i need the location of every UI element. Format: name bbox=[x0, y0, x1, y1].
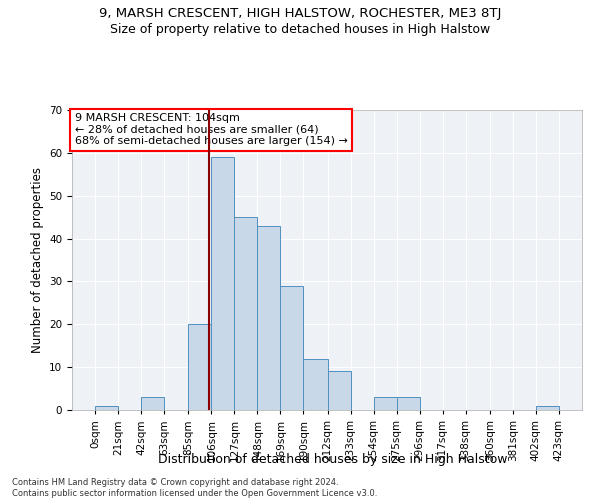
Bar bbox=[188, 324, 211, 410]
Text: Contains HM Land Registry data © Crown copyright and database right 2024.
Contai: Contains HM Land Registry data © Crown c… bbox=[12, 478, 377, 498]
Y-axis label: Number of detached properties: Number of detached properties bbox=[31, 167, 44, 353]
Bar bbox=[280, 286, 304, 410]
Bar bbox=[304, 358, 328, 410]
Text: 9, MARSH CRESCENT, HIGH HALSTOW, ROCHESTER, ME3 8TJ: 9, MARSH CRESCENT, HIGH HALSTOW, ROCHEST… bbox=[99, 8, 501, 20]
Bar bbox=[536, 406, 559, 410]
Bar bbox=[397, 397, 419, 410]
Bar bbox=[95, 406, 118, 410]
Text: Distribution of detached houses by size in High Halstow: Distribution of detached houses by size … bbox=[158, 452, 508, 466]
Bar bbox=[257, 226, 280, 410]
Bar bbox=[328, 372, 350, 410]
Bar bbox=[374, 397, 397, 410]
Text: 9 MARSH CRESCENT: 104sqm
← 28% of detached houses are smaller (64)
68% of semi-d: 9 MARSH CRESCENT: 104sqm ← 28% of detach… bbox=[74, 113, 347, 146]
Bar bbox=[211, 157, 235, 410]
Bar bbox=[141, 397, 164, 410]
Text: Size of property relative to detached houses in High Halstow: Size of property relative to detached ho… bbox=[110, 22, 490, 36]
Bar bbox=[235, 217, 257, 410]
